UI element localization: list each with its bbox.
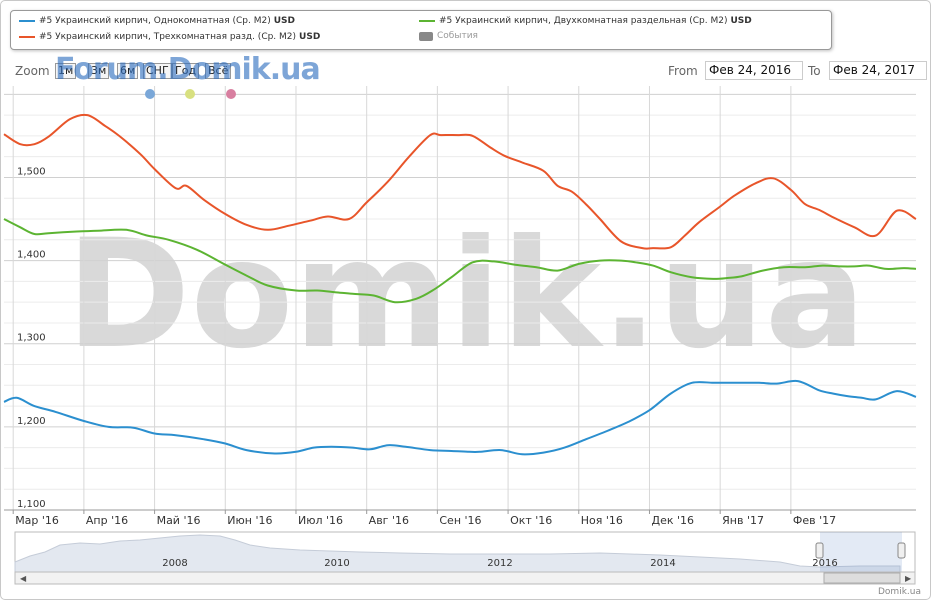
navigator-handle-right[interactable] xyxy=(897,542,906,559)
y-tick-label: 1,300 xyxy=(17,333,46,344)
zoom-6m-button[interactable]: 6м xyxy=(117,63,139,79)
series-lines xyxy=(3,113,917,456)
x-tick-label: Мар '16 xyxy=(15,514,59,527)
big-watermark: Domik.ua xyxy=(66,208,866,382)
x-axis: Мар '16 Апр '16 Май '16 Июн '16 Июл '16 Авг '… xyxy=(12,510,836,527)
legend-item-two-room[interactable]: #5 Украинский кирпич, Двухкомнатная разд… xyxy=(419,16,752,26)
x-tick-label: Окт '16 xyxy=(510,514,552,527)
navigator[interactable]: 2008 2010 2012 2014 2016 ◀ ▶ xyxy=(14,531,916,585)
event-dot-pink[interactable] xyxy=(226,89,236,99)
navigator-label: 2014 xyxy=(650,558,675,569)
event-dot-yellow[interactable] xyxy=(185,89,195,99)
legend-swatch xyxy=(19,20,35,22)
legend-swatch-box xyxy=(419,31,433,41)
to-date-input[interactable]: Фев 24, 2017 xyxy=(829,61,927,80)
legend-label: События xyxy=(437,31,478,41)
legend: #5 Украинский кирпич, Однокомнатная (Ср.… xyxy=(10,10,832,50)
navigator-area xyxy=(14,534,901,573)
x-tick-label: Фев '17 xyxy=(793,514,836,527)
legend-swatch xyxy=(19,36,35,38)
legend-unit: USD xyxy=(299,32,321,42)
y-tick-label: 1,100 xyxy=(17,499,46,510)
navigator-label: 2016 xyxy=(812,558,837,569)
legend-unit: USD xyxy=(730,16,752,26)
legend-item-three-room[interactable]: #5 Украинский кирпич, Трехкомнатная разд… xyxy=(19,32,320,42)
y-tick-label: 1,400 xyxy=(17,250,46,261)
x-tick-label: Дек '16 xyxy=(651,514,694,527)
legend-label: #5 Украинский кирпич, Однокомнатная (Ср.… xyxy=(39,16,271,26)
zoom-ytd-button[interactable]: СНГ xyxy=(143,63,172,79)
to-label: To xyxy=(808,64,821,78)
legend-label: #5 Украинский кирпич, Двухкомнатная разд… xyxy=(439,16,728,26)
legend-item-one-room[interactable]: #5 Украинский кирпич, Однокомнатная (Ср.… xyxy=(19,16,295,26)
x-tick-label: Сен '16 xyxy=(439,514,481,527)
series-line-0[interactable] xyxy=(3,379,917,456)
x-tick-label: Июн '16 xyxy=(227,514,272,527)
x-tick-label: Июл '16 xyxy=(298,514,343,527)
navigator-label: 2008 xyxy=(162,558,187,569)
navigator-scrollbar[interactable] xyxy=(14,571,916,585)
scroll-right-icon[interactable]: ▶ xyxy=(905,574,912,583)
zoom-label: Zoom xyxy=(15,64,50,78)
navigator-label: 2010 xyxy=(324,558,349,569)
navigator-label: 2012 xyxy=(487,558,512,569)
x-tick-label: Апр '16 xyxy=(86,514,128,527)
navigator-selection[interactable] xyxy=(820,532,902,572)
grid xyxy=(4,86,916,511)
zoom-all-button[interactable]: Всё xyxy=(205,63,232,79)
credit-link[interactable]: Domik.ua xyxy=(878,587,921,597)
legend-swatch xyxy=(419,20,435,22)
zoom-1m-button[interactable]: 1м xyxy=(55,63,77,79)
navigator-handle-left[interactable] xyxy=(815,542,824,559)
x-tick-label: Ноя '16 xyxy=(581,514,623,527)
x-tick-label: Авг '16 xyxy=(369,514,409,527)
y-tick-label: 1,200 xyxy=(17,416,46,427)
event-dot-blue[interactable] xyxy=(145,89,155,99)
y-tick-label: 1,500 xyxy=(17,166,46,177)
from-label: From xyxy=(668,64,698,78)
x-tick-label: Янв '17 xyxy=(722,514,764,527)
zoom-year-button[interactable]: Год xyxy=(172,63,200,79)
from-date-input[interactable]: Фев 24, 2016 xyxy=(705,61,803,80)
scrollbar-thumb[interactable] xyxy=(823,572,901,584)
series-line-1[interactable] xyxy=(3,218,917,304)
zoom-3m-button[interactable]: 3м xyxy=(88,63,110,79)
x-tick-label: Май '16 xyxy=(157,514,201,527)
legend-label: #5 Украинский кирпич, Трехкомнатная разд… xyxy=(39,32,297,42)
series-line-2[interactable] xyxy=(3,113,917,250)
legend-unit: USD xyxy=(273,16,295,26)
scroll-left-icon[interactable]: ◀ xyxy=(20,574,27,583)
legend-item-events[interactable]: События xyxy=(419,31,478,41)
y-axis: 1,100 1,200 1,300 1,400 1,500 xyxy=(17,166,46,510)
